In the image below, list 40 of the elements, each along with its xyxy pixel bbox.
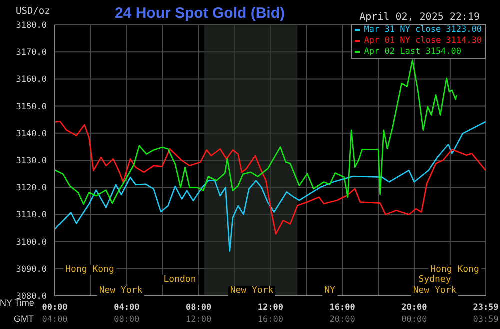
legend-label: Mar 31 NY close 3123.00 <box>363 25 482 36</box>
x2-tick-label: 04:00 <box>42 315 68 325</box>
x-tick-label: 20:00 <box>402 303 428 314</box>
y-tick-label: 3140.0 <box>16 129 47 140</box>
chart-subtitle: April 02, 2025 22:19 <box>360 12 480 23</box>
y-tick-label: 3130.0 <box>16 156 47 167</box>
chart-title: 24 Hour Spot Gold (Bid) <box>115 5 285 22</box>
annotation: Hong Kong <box>428 265 482 275</box>
y-tick-label: 3160.0 <box>16 75 47 86</box>
y-tick-label: 3090.0 <box>16 264 47 275</box>
x2-tick-label: 00:00 <box>402 315 428 325</box>
annotation: New York <box>411 286 459 296</box>
x2-tick-label: 20:00 <box>330 315 356 325</box>
x2-tick-label: 08:00 <box>114 315 140 325</box>
line-series <box>55 60 458 206</box>
y-tick-label: 3100.0 <box>16 238 47 248</box>
x-tick-label: 00:00 <box>42 303 68 314</box>
annotation: NY <box>322 286 338 296</box>
y-axis-title: USD/oz <box>16 6 50 17</box>
annotation: London <box>162 275 198 285</box>
y-tick-label: 3110.0 <box>16 210 47 221</box>
y-tick-label: 3180.0 <box>16 21 47 32</box>
x2-tick-label: 03:59 <box>473 315 499 325</box>
y-tick-label: 3150.0 <box>16 102 47 112</box>
x2-tick-label: 16:00 <box>258 315 284 325</box>
y-tick-label: 3120.0 <box>16 184 47 194</box>
x-tick-label: 12:00 <box>258 303 284 314</box>
x-tick-label: 23:59 <box>473 303 499 314</box>
legend-label: Apr 01 NY close 3114.30 <box>363 36 482 47</box>
annotation: New York <box>97 286 145 296</box>
annotation: Sydney <box>416 275 454 285</box>
annotation: New York <box>228 286 276 296</box>
legend-label: Apr 02 Last 3154.00 <box>363 47 463 58</box>
x2-tick-label: 12:00 <box>186 315 212 325</box>
x-tick-label: 04:00 <box>114 303 140 314</box>
x2-axis-title: GMT <box>14 314 34 324</box>
annotation: Hong Kong <box>64 265 116 275</box>
x-tick-label: 08:00 <box>186 303 212 314</box>
y-tick-label: 3170.0 <box>16 48 47 58</box>
x-tick-label: 16:00 <box>330 303 356 314</box>
